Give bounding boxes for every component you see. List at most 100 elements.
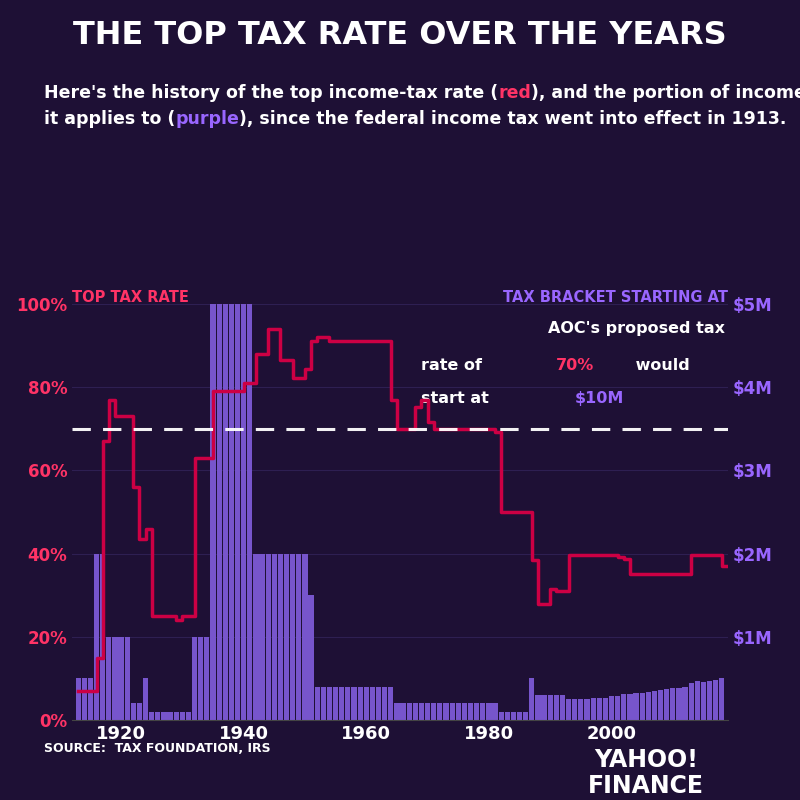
Bar <box>523 712 528 720</box>
Bar <box>82 678 87 720</box>
Text: $10M: $10M <box>574 391 624 406</box>
Text: red: red <box>498 84 531 102</box>
Bar <box>462 703 467 720</box>
Bar <box>155 712 161 720</box>
Bar <box>542 695 546 720</box>
Bar <box>382 686 387 720</box>
Bar <box>634 694 638 720</box>
Bar <box>450 703 454 720</box>
Bar <box>413 703 418 720</box>
Text: TAX BRACKET STARTING AT: TAX BRACKET STARTING AT <box>503 290 728 305</box>
Bar <box>443 703 449 720</box>
Bar <box>167 712 173 720</box>
Bar <box>364 686 369 720</box>
Bar <box>511 712 516 720</box>
Bar <box>204 637 210 720</box>
Text: 70%: 70% <box>556 358 594 373</box>
Bar <box>376 686 381 720</box>
Bar <box>186 712 191 720</box>
Bar <box>100 554 106 720</box>
Bar <box>707 681 712 720</box>
Bar <box>719 678 725 720</box>
Bar <box>682 686 688 720</box>
Bar <box>658 690 663 720</box>
Bar <box>346 686 350 720</box>
Bar <box>284 554 289 720</box>
Bar <box>118 637 124 720</box>
Bar <box>259 554 265 720</box>
Bar <box>530 678 534 720</box>
Text: YAHOO!
FINANCE: YAHOO! FINANCE <box>588 748 704 798</box>
Bar <box>88 678 93 720</box>
Bar <box>290 554 295 720</box>
Bar <box>130 703 136 720</box>
Bar <box>548 695 553 720</box>
Text: it applies to (: it applies to ( <box>44 110 175 128</box>
Text: THE TOP TAX RATE OVER THE YEARS: THE TOP TAX RATE OVER THE YEARS <box>73 20 727 51</box>
Bar <box>670 688 675 720</box>
Bar <box>210 304 216 720</box>
Bar <box>701 682 706 720</box>
Bar <box>676 687 682 720</box>
Bar <box>222 304 228 720</box>
Bar <box>254 554 258 720</box>
Bar <box>272 554 277 720</box>
Bar <box>584 699 590 720</box>
Bar <box>266 554 270 720</box>
Bar <box>394 703 399 720</box>
Bar <box>278 554 283 720</box>
Bar <box>694 681 700 720</box>
Bar <box>486 703 491 720</box>
Text: ), since the federal income tax went into effect in 1913.: ), since the federal income tax went int… <box>239 110 786 128</box>
Bar <box>493 703 498 720</box>
Bar <box>327 686 332 720</box>
Bar <box>627 694 633 720</box>
Bar <box>535 695 541 720</box>
Bar <box>590 698 596 720</box>
Bar <box>112 637 118 720</box>
Bar <box>137 703 142 720</box>
Text: Here's the history of the top income-tax rate (: Here's the history of the top income-tax… <box>44 84 498 102</box>
Bar <box>689 682 694 720</box>
Bar <box>149 712 154 720</box>
Bar <box>615 696 620 720</box>
Bar <box>713 680 718 720</box>
Bar <box>474 703 479 720</box>
Bar <box>406 703 412 720</box>
Bar <box>125 637 130 720</box>
Bar <box>664 690 670 720</box>
Bar <box>339 686 344 720</box>
Bar <box>560 695 565 720</box>
Bar <box>609 696 614 720</box>
Bar <box>438 703 442 720</box>
Bar <box>401 703 406 720</box>
Bar <box>419 703 424 720</box>
Bar <box>162 712 166 720</box>
Bar <box>241 304 246 720</box>
Bar <box>180 712 185 720</box>
Text: purple: purple <box>175 110 239 128</box>
Bar <box>198 637 203 720</box>
Bar <box>578 699 583 720</box>
Bar <box>431 703 436 720</box>
Bar <box>480 703 486 720</box>
Bar <box>247 304 253 720</box>
Text: start at: start at <box>422 391 495 406</box>
Bar <box>498 712 504 720</box>
Bar <box>351 686 357 720</box>
Bar <box>566 699 571 720</box>
Text: TOP TAX RATE: TOP TAX RATE <box>72 290 189 305</box>
Bar <box>370 686 375 720</box>
Bar <box>309 595 314 720</box>
Text: AOC's proposed tax: AOC's proposed tax <box>548 321 725 336</box>
Text: rate of: rate of <box>422 358 488 373</box>
Bar <box>229 304 234 720</box>
Bar <box>321 686 326 720</box>
Bar <box>358 686 362 720</box>
Text: would: would <box>630 358 690 373</box>
Bar <box>192 637 198 720</box>
Bar <box>621 694 626 720</box>
Bar <box>597 698 602 720</box>
Bar <box>143 678 148 720</box>
Bar <box>388 686 394 720</box>
